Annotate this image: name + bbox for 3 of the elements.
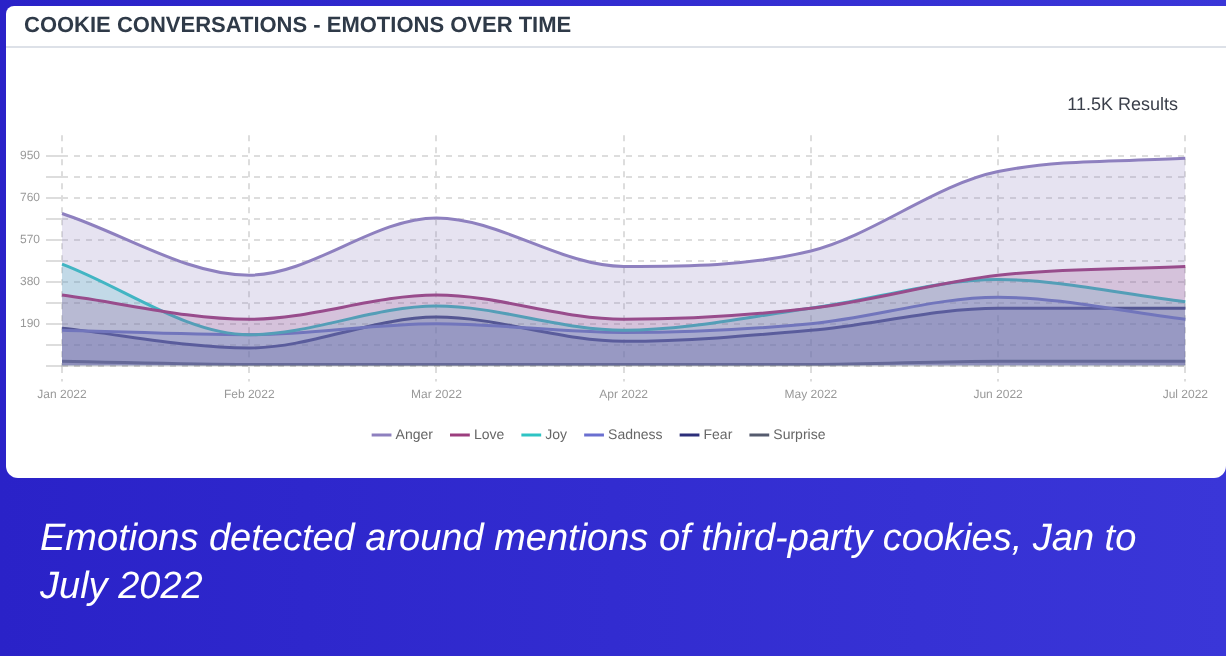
text: Emotions detected around mentions of third-party cookies, Jan to July 2022 <box>40 516 1139 612</box>
chart-title: COOKIE CONVERSATIONS - EMOTIONS OVER TIME <box>6 6 1226 48</box>
text: 11.5K Results <box>1067 94 1178 114</box>
